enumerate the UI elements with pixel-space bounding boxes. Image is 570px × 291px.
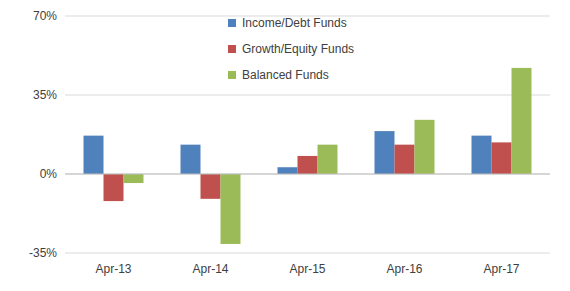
bar — [512, 68, 532, 174]
bar — [84, 136, 104, 174]
x-tick-label: Apr-15 — [289, 262, 325, 276]
x-tick-label: Apr-13 — [95, 262, 131, 276]
bar — [181, 145, 201, 174]
bar — [298, 156, 318, 174]
bar — [124, 174, 144, 183]
x-tick-label: Apr-14 — [192, 262, 228, 276]
x-tick-label: Apr-17 — [483, 262, 519, 276]
bar — [278, 167, 298, 174]
bar — [415, 120, 435, 174]
legend-label: Balanced Funds — [242, 68, 329, 82]
y-tick-label: 0% — [40, 167, 58, 181]
x-axis-line — [65, 174, 550, 175]
legend-swatch — [228, 19, 236, 27]
bar — [318, 145, 338, 174]
bars — [84, 68, 532, 244]
bar — [375, 131, 395, 174]
legend-label: Income/Debt Funds — [242, 16, 347, 30]
x-tick-label: Apr-16 — [386, 262, 422, 276]
chart: -35% 0% 35% 70% Apr-13 Apr-14 Apr-15 Apr-16 Apr-… — [0, 0, 570, 291]
bar — [472, 136, 492, 174]
legend-swatch — [228, 45, 236, 53]
y-tick-label: 70% — [33, 9, 57, 23]
legend: Income/Debt Funds Growth/Equity Funds Bala… — [228, 16, 354, 82]
grid-line — [65, 174, 550, 175]
bar — [104, 174, 124, 201]
legend-swatch — [228, 71, 236, 79]
legend-label: Growth/Equity Funds — [242, 42, 354, 56]
grid-line — [65, 253, 550, 254]
y-tick-label: -35% — [29, 246, 57, 260]
bar — [395, 145, 415, 174]
grid-line — [65, 95, 550, 96]
bar — [492, 142, 512, 174]
bar — [221, 174, 241, 244]
y-tick-label: 35% — [33, 88, 57, 102]
bar — [201, 174, 221, 199]
